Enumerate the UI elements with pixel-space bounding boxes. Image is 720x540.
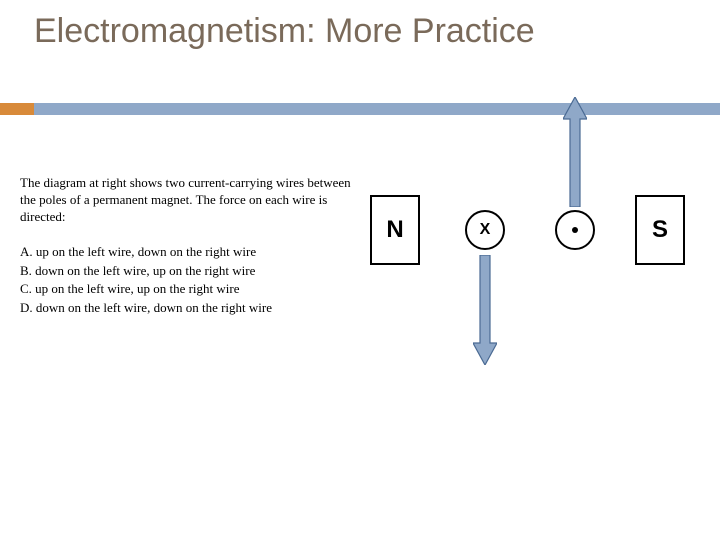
option-b: B. down on the left wire, up on the righ… [20, 263, 355, 280]
force-arrow-up-icon [563, 97, 587, 207]
accent-orange-block [0, 103, 34, 115]
page-title: Electromagnetism: More Practice [34, 12, 720, 51]
south-pole-label: S [652, 216, 668, 244]
north-pole: N [370, 195, 420, 265]
south-pole: S [635, 195, 685, 265]
question-column: The diagram at right shows two current-c… [20, 175, 355, 395]
options-list: A. up on the left wire, down on the righ… [20, 244, 355, 318]
north-pole-label: N [386, 216, 403, 244]
question-text: The diagram at right shows two current-c… [20, 175, 355, 226]
content-area: The diagram at right shows two current-c… [20, 175, 700, 395]
magnet-diagram: N S X [360, 175, 700, 395]
option-c: C. up on the left wire, up on the right … [20, 281, 355, 298]
dot-symbol-icon [572, 227, 578, 233]
wire-out-of-page [555, 210, 595, 250]
force-arrow-down-icon [473, 255, 497, 365]
accent-bar [0, 103, 720, 115]
option-d: D. down on the left wire, down on the ri… [20, 300, 355, 317]
option-a: A. up on the left wire, down on the righ… [20, 244, 355, 261]
wire-into-page: X [465, 210, 505, 250]
x-symbol-icon: X [480, 221, 491, 239]
